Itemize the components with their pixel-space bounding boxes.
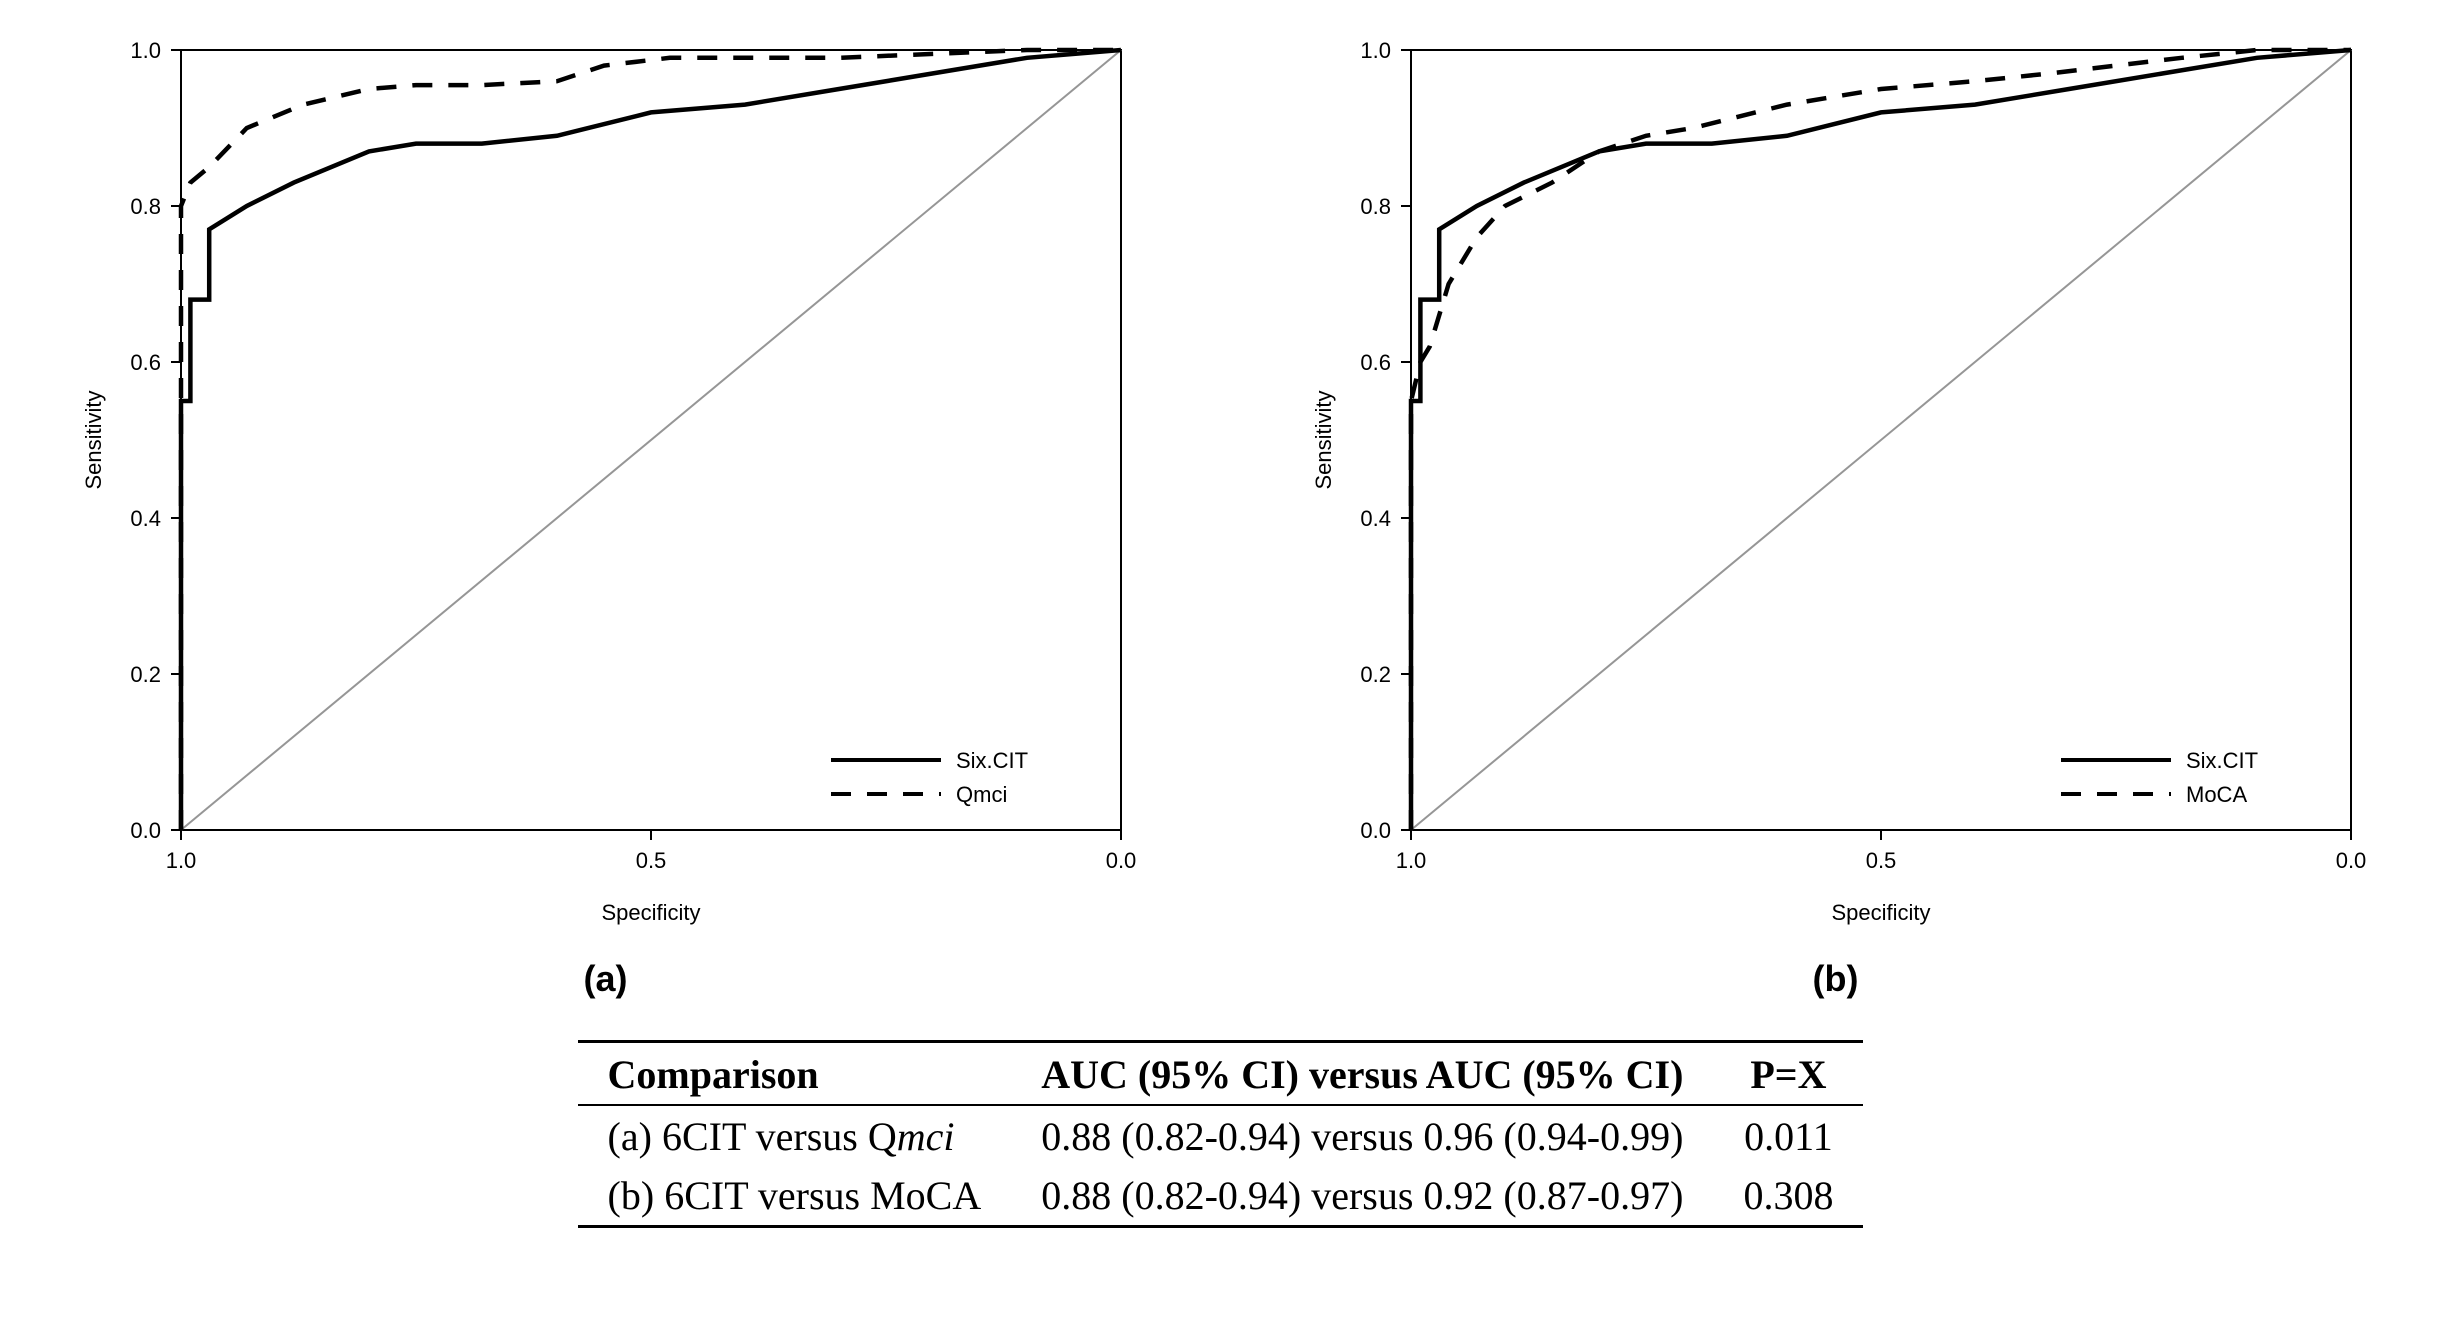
svg-text:0.0: 0.0 bbox=[1360, 818, 1391, 843]
cell-comparison: (b) 6CIT versus MoCA bbox=[578, 1166, 1012, 1227]
comparison-table: Comparison AUC (95% CI) versus AUC (95% … bbox=[578, 1040, 1864, 1229]
cell-comparison: (a) 6CIT versus Qmci bbox=[578, 1107, 1012, 1166]
roc-chart-a: 1.0 0.5 0.0 0.0 0.2 0.4 0.6 0.8 1.0 Specificity Se… bbox=[61, 30, 1151, 950]
svg-text:Specificity: Specificity bbox=[601, 900, 700, 925]
svg-text:0.2: 0.2 bbox=[1360, 662, 1391, 687]
svg-text:0.0: 0.0 bbox=[1105, 848, 1136, 873]
panel-label-a: (a) bbox=[584, 958, 628, 1000]
roc-chart-b: 1.0 0.5 0.0 0.0 0.2 0.4 0.6 0.8 1.0 Specificity Se… bbox=[1291, 30, 2381, 950]
svg-text:1.0: 1.0 bbox=[165, 848, 196, 873]
cell-auc: 0.88 (0.82-0.94) versus 0.92 (0.87-0.97) bbox=[1011, 1166, 1713, 1227]
svg-text:0.6: 0.6 bbox=[130, 350, 161, 375]
svg-text:0.8: 0.8 bbox=[1360, 194, 1391, 219]
col-header-p: P=X bbox=[1713, 1045, 1863, 1105]
svg-text:MoCA: MoCA bbox=[2186, 782, 2247, 807]
svg-text:0.4: 0.4 bbox=[130, 506, 161, 531]
svg-text:Six.CIT: Six.CIT bbox=[956, 748, 1028, 773]
col-header-auc: AUC (95% CI) versus AUC (95% CI) bbox=[1011, 1045, 1713, 1105]
svg-text:0.8: 0.8 bbox=[130, 194, 161, 219]
svg-text:Sensitivity: Sensitivity bbox=[81, 390, 106, 489]
col-header-comparison: Comparison bbox=[578, 1045, 1012, 1105]
comparison-table-wrapper: Comparison AUC (95% CI) versus AUC (95% … bbox=[0, 1010, 2441, 1229]
table-head-row: Comparison AUC (95% CI) versus AUC (95% … bbox=[578, 1045, 1864, 1105]
svg-text:0.5: 0.5 bbox=[1865, 848, 1896, 873]
table-row: (a) 6CIT versus Qmci 0.88 (0.82-0.94) ve… bbox=[578, 1107, 1864, 1166]
chart-b-wrapper: 1.0 0.5 0.0 0.0 0.2 0.4 0.6 0.8 1.0 Specificity Se… bbox=[1291, 30, 2381, 1000]
svg-text:0.5: 0.5 bbox=[635, 848, 666, 873]
cell-text: (b) 6CIT versus MoCA bbox=[608, 1173, 982, 1218]
table-row: (b) 6CIT versus MoCA 0.88 (0.82-0.94) ve… bbox=[578, 1166, 1864, 1227]
svg-text:Six.CIT: Six.CIT bbox=[2186, 748, 2258, 773]
panel-label-b: (b) bbox=[1813, 958, 1859, 1000]
cell-p: 0.011 bbox=[1713, 1107, 1863, 1166]
svg-text:Qmci: Qmci bbox=[956, 782, 1007, 807]
chart-a-wrapper: 1.0 0.5 0.0 0.0 0.2 0.4 0.6 0.8 1.0 Specificity Se… bbox=[61, 30, 1151, 1000]
svg-text:Sensitivity: Sensitivity bbox=[1311, 390, 1336, 489]
svg-text:1.0: 1.0 bbox=[130, 38, 161, 63]
charts-row: 1.0 0.5 0.0 0.0 0.2 0.4 0.6 0.8 1.0 Specificity Se… bbox=[0, 0, 2441, 1010]
figure-container: 1.0 0.5 0.0 0.0 0.2 0.4 0.6 0.8 1.0 Specificity Se… bbox=[0, 0, 2441, 1329]
svg-text:1.0: 1.0 bbox=[1395, 848, 1426, 873]
cell-p: 0.308 bbox=[1713, 1166, 1863, 1227]
svg-text:0.4: 0.4 bbox=[1360, 506, 1391, 531]
cell-text-italic: mci bbox=[897, 1114, 955, 1159]
svg-text:0.2: 0.2 bbox=[130, 662, 161, 687]
svg-text:Specificity: Specificity bbox=[1831, 900, 1930, 925]
svg-text:0.0: 0.0 bbox=[130, 818, 161, 843]
svg-text:0.6: 0.6 bbox=[1360, 350, 1391, 375]
cell-text: (a) 6CIT versus Q bbox=[608, 1114, 897, 1159]
svg-text:0.0: 0.0 bbox=[2335, 848, 2366, 873]
svg-text:1.0: 1.0 bbox=[1360, 38, 1391, 63]
cell-auc: 0.88 (0.82-0.94) versus 0.96 (0.94-0.99) bbox=[1011, 1107, 1713, 1166]
